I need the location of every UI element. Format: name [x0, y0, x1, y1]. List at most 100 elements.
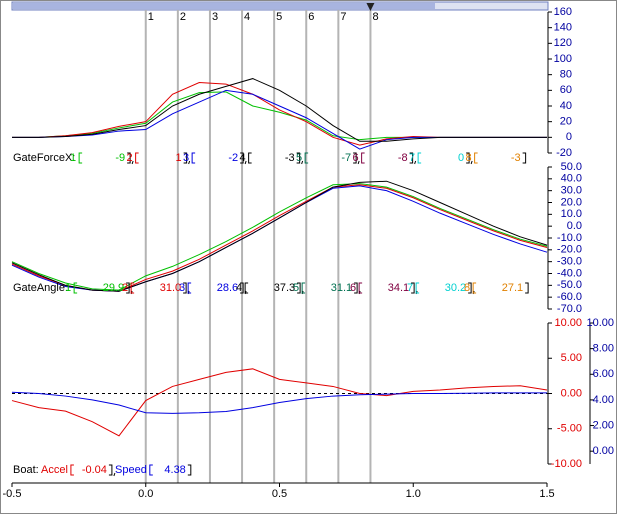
readout-name: 5	[296, 152, 302, 164]
y-tick-label: 40.0	[561, 173, 582, 185]
y-tick-label: 30.0	[561, 185, 582, 197]
bracket	[474, 152, 478, 164]
data-line	[11, 180, 548, 292]
comma	[113, 472, 116, 477]
bracket	[70, 464, 74, 476]
x-tick-label: 0.0	[138, 488, 153, 500]
readout-value: 30.2	[445, 282, 466, 294]
readout-value: -0.04	[82, 464, 107, 476]
bracket	[240, 152, 244, 164]
bracket	[73, 282, 78, 294]
bracket	[411, 282, 415, 294]
gate-label: 2	[180, 11, 186, 23]
bracket	[522, 152, 527, 164]
y-tick-label: -60.0	[557, 291, 582, 303]
bracket	[108, 464, 113, 476]
comma	[188, 160, 191, 165]
bracket	[409, 152, 414, 164]
readout-name: 7	[407, 282, 413, 294]
y2-tick-label: 0.00	[593, 445, 614, 457]
readout-name: 5	[293, 282, 299, 294]
readout-value: 27.1	[502, 282, 523, 294]
readout-name: Accel	[41, 464, 68, 476]
readout-name: 1	[65, 282, 71, 294]
readout-name: 3	[183, 152, 189, 164]
y-tick-label: 10.00	[554, 317, 582, 329]
bracket	[417, 152, 422, 164]
bracket	[415, 282, 420, 294]
y-tick-label: 20	[560, 116, 572, 128]
readout-name: 8	[466, 152, 472, 164]
y-tick-label: -50.0	[557, 279, 582, 291]
readout-name: 2	[127, 152, 133, 164]
data-line	[12, 78, 547, 142]
bracket	[296, 152, 301, 164]
y-tick-label: -40.0	[557, 267, 582, 279]
gate-label: 6	[308, 11, 314, 23]
y2-tick-label: 8.00	[593, 343, 614, 355]
y-tick-label: 100	[554, 53, 572, 65]
bracket	[149, 464, 153, 476]
y-tick-label: 0	[566, 131, 572, 143]
bracket	[353, 152, 357, 164]
readout-value: -2	[228, 152, 238, 164]
y-tick-label: -20	[556, 147, 572, 159]
bracket	[126, 282, 130, 294]
data-line	[11, 368, 548, 437]
readout-name: 6	[353, 152, 359, 164]
x-tick-label: -0.5	[3, 488, 22, 500]
y2-tick-label: 4.00	[593, 394, 614, 406]
bracket	[248, 152, 252, 164]
bracket	[187, 464, 192, 476]
gate-label: 8	[372, 11, 378, 23]
scroll-thumb[interactable]	[13, 3, 435, 9]
y2-tick-label: 6.00	[593, 368, 614, 380]
cursor-marker	[366, 3, 375, 11]
readout-value: 31.1	[331, 282, 352, 294]
readout-name: 4	[240, 152, 246, 164]
y-tick-label: 10.0	[561, 208, 582, 220]
bracket	[244, 282, 249, 294]
readout-name: 3	[179, 282, 185, 294]
y-tick-label: 50.0	[561, 161, 582, 173]
bracket	[301, 282, 306, 294]
comma	[301, 160, 304, 165]
y-tick-label: -10.0	[557, 232, 582, 244]
readout-value: -7	[341, 152, 351, 164]
bracket	[183, 282, 187, 294]
x-tick-label: 1.0	[406, 488, 421, 500]
y-tick-label: 0.00	[561, 387, 582, 399]
data-line	[11, 183, 548, 291]
readout-title: Boat:	[13, 464, 39, 476]
x-tick-label: 1.5	[539, 488, 554, 500]
readout-value: 29.9	[103, 282, 124, 294]
y2-tick-label: 2.00	[593, 419, 614, 431]
comma	[244, 160, 247, 165]
comma	[131, 160, 134, 165]
readout-name: 4	[236, 282, 242, 294]
y-tick-label: 140	[554, 22, 572, 34]
y2-tick-label: 10.00	[586, 317, 614, 329]
readout-name: 2	[122, 282, 128, 294]
bracket	[304, 152, 309, 164]
readout-name: 7	[409, 152, 415, 164]
readout-title: GateAngle:	[13, 282, 68, 294]
readout-value: -3	[511, 152, 521, 164]
gate-label: 4	[244, 11, 250, 23]
gate-label: 1	[148, 11, 154, 23]
y-tick-label: 20.0	[561, 196, 582, 208]
y-tick-label: -20.0	[557, 244, 582, 256]
bracket	[354, 282, 358, 294]
x-tick-label: 0.5	[272, 488, 287, 500]
y-tick-label: -10.00	[551, 458, 582, 470]
readout-value: 34.1	[388, 282, 409, 294]
y-tick-label: 120	[554, 37, 572, 49]
readout-value: 0	[458, 152, 464, 164]
readout-value: 31.0	[160, 282, 181, 294]
bracket	[187, 282, 192, 294]
readout-value: -8	[398, 152, 408, 164]
readout-value: 28.6	[217, 282, 238, 294]
bracket	[127, 152, 131, 164]
